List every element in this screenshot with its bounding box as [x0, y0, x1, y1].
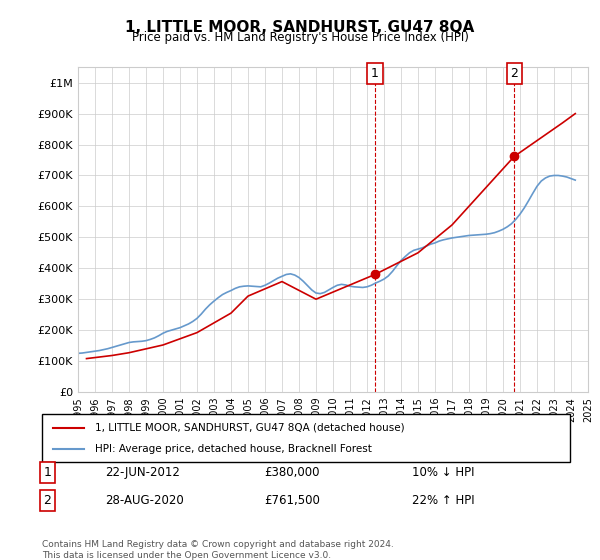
Text: £761,500: £761,500 [264, 494, 320, 507]
Text: Price paid vs. HM Land Registry's House Price Index (HPI): Price paid vs. HM Land Registry's House … [131, 31, 469, 44]
Text: 22% ↑ HPI: 22% ↑ HPI [412, 494, 474, 507]
Text: HPI: Average price, detached house, Bracknell Forest: HPI: Average price, detached house, Brac… [95, 444, 371, 454]
Text: Contains HM Land Registry data © Crown copyright and database right 2024.
This d: Contains HM Land Registry data © Crown c… [42, 540, 394, 560]
Text: 28-AUG-2020: 28-AUG-2020 [106, 494, 184, 507]
Text: 1: 1 [371, 67, 379, 80]
Text: 1, LITTLE MOOR, SANDHURST, GU47 8QA (detached house): 1, LITTLE MOOR, SANDHURST, GU47 8QA (det… [95, 423, 404, 433]
Text: 1, LITTLE MOOR, SANDHURST, GU47 8QA: 1, LITTLE MOOR, SANDHURST, GU47 8QA [125, 20, 475, 35]
Text: 10% ↓ HPI: 10% ↓ HPI [412, 466, 474, 479]
Text: £380,000: £380,000 [264, 466, 319, 479]
Text: 2: 2 [43, 494, 51, 507]
Text: 22-JUN-2012: 22-JUN-2012 [106, 466, 180, 479]
Text: 1: 1 [43, 466, 51, 479]
Text: 2: 2 [510, 67, 518, 80]
FancyBboxPatch shape [42, 414, 570, 462]
